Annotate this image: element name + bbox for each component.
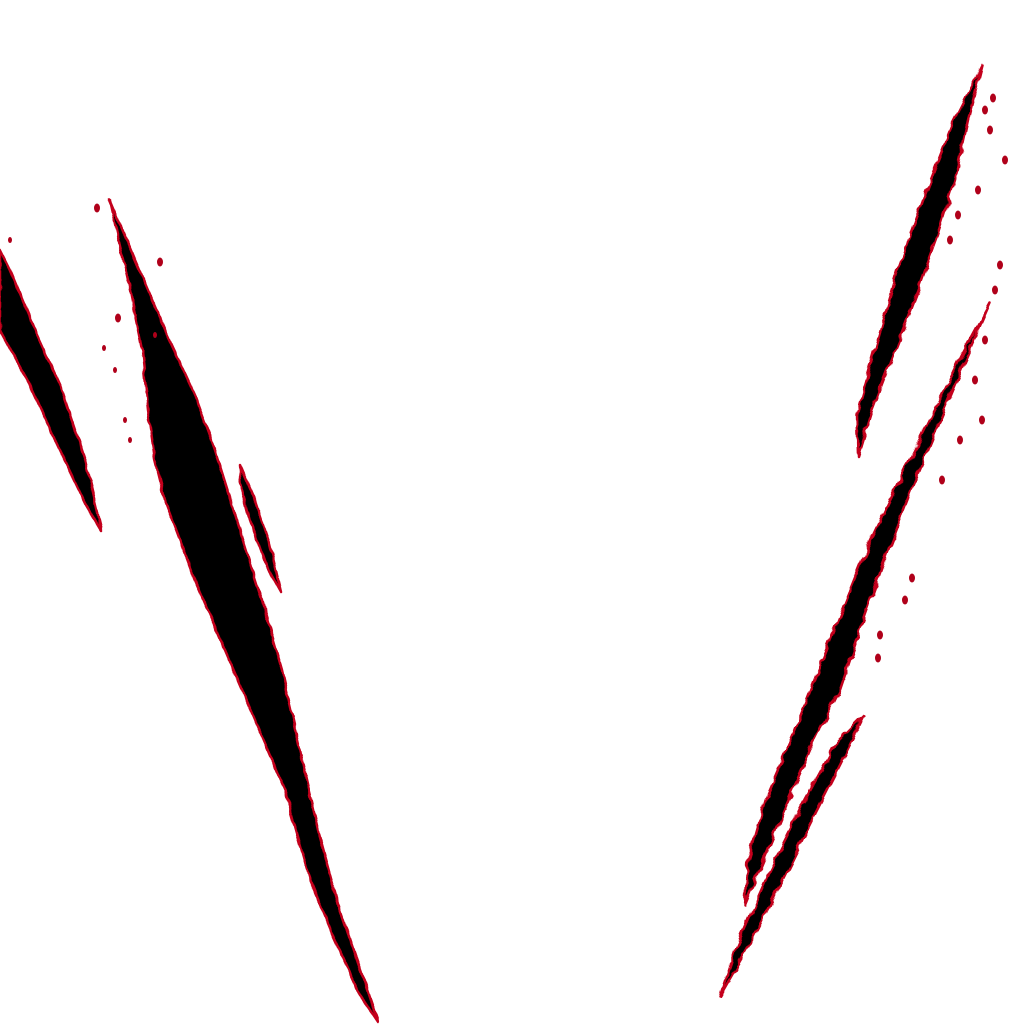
spatter-drop	[947, 235, 953, 245]
spatter-drop	[102, 345, 106, 351]
spatter-drop	[987, 125, 993, 135]
spatter-drop	[972, 375, 978, 385]
scratch-right-upper	[855, 63, 984, 458]
spatter-drop	[875, 653, 881, 663]
spatter-drop	[982, 105, 988, 115]
spatter-drop	[157, 257, 163, 267]
spatter-drop	[990, 93, 996, 103]
spatter-drop	[955, 210, 961, 220]
scratch-right-main	[743, 301, 992, 907]
spatter-drop	[909, 573, 915, 583]
spatter-drop	[128, 437, 132, 443]
spatter-drop	[94, 203, 100, 213]
scratch-left-main	[108, 198, 380, 1024]
spatter-drop	[982, 335, 988, 345]
blood-spatter	[8, 93, 1008, 663]
spatter-drop	[113, 367, 117, 373]
spatter-drop	[997, 260, 1003, 270]
spatter-drop	[153, 332, 157, 338]
spatter-drop	[123, 417, 127, 423]
spatter-drop	[1002, 155, 1008, 165]
spatter-drop	[975, 185, 981, 195]
scratch-far-left	[0, 248, 104, 534]
scratch-right-lower	[718, 714, 866, 998]
spatter-drop	[992, 285, 998, 295]
spatter-drop	[877, 630, 883, 640]
spatter-drop	[115, 313, 121, 323]
spatter-drop	[902, 595, 908, 605]
spatter-drop	[957, 435, 963, 445]
spatter-drop	[939, 475, 945, 485]
spatter-drop	[979, 415, 985, 425]
spatter-drop	[8, 237, 12, 243]
scratch-left-small	[238, 463, 283, 594]
